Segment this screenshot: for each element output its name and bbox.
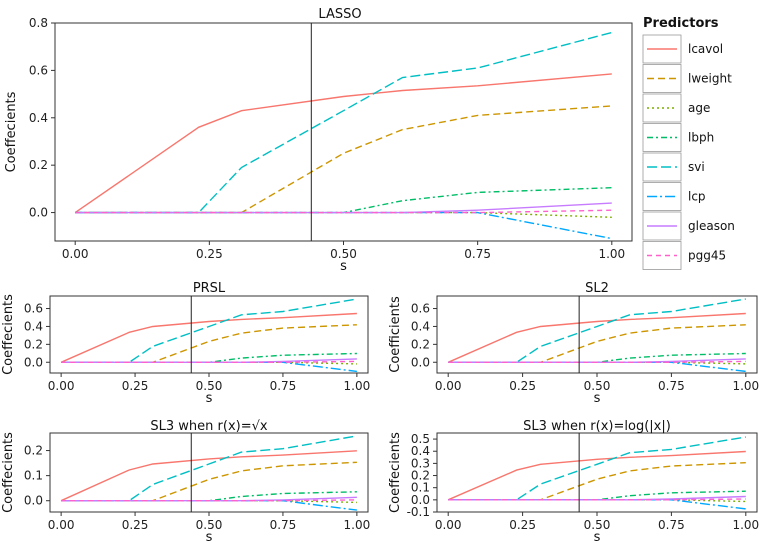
legend-label-lweight: lweight (688, 72, 732, 86)
legend-label-lcp: lcp (688, 190, 706, 204)
y-tick-label: 0.0 (29, 206, 48, 220)
y-tick-label: 0.1 (24, 469, 43, 483)
panel-title: SL2 (585, 281, 609, 296)
y-tick-label: 0.6 (411, 302, 430, 316)
y-tick-label: 0.4 (29, 111, 48, 125)
x-tick-label: 1.00 (598, 247, 625, 261)
legend: Predictors lcavol lweight age lbph svi lcp glea… (642, 16, 735, 270)
series-line-lcavol (74, 73, 612, 214)
y-tick-label: 0.0 (411, 493, 430, 507)
y-tick-label: 0.0 (24, 355, 43, 369)
series-line-svi (448, 298, 746, 363)
y-tick-label: 0.1 (411, 481, 430, 495)
chart-panel-4: SL3 when r(x)=log(|x|) 0.00 0.25 0.50 0.75 1.… (388, 419, 759, 545)
x-tick-label: 0.75 (270, 518, 297, 532)
x-tick-label: 0.50 (330, 247, 357, 261)
x-axis-label: s (594, 530, 601, 545)
series-line-pgg45 (61, 499, 357, 502)
y-tick-label: 0.0 (411, 355, 430, 369)
legend-label-age: age (688, 101, 710, 115)
y-tick-label: 0.4 (411, 319, 430, 333)
x-tick-label: 0.00 (62, 247, 89, 261)
legend-label-lbph: lbph (688, 131, 714, 145)
x-tick-label: 0.50 (584, 379, 611, 393)
y-tick-label: 0.4 (24, 319, 43, 333)
y-axis-label: Coeffecients (1, 432, 16, 513)
y-tick-label: 0.6 (24, 302, 43, 316)
x-axis-label: s (206, 530, 213, 545)
panel-border (49, 295, 369, 374)
series-line-pgg45 (61, 360, 357, 363)
x-tick-label: 1.00 (344, 379, 371, 393)
series-line-svi (61, 298, 358, 363)
legend-title: Predictors (643, 16, 719, 31)
series-line-lcavol (447, 450, 746, 501)
x-tick-label: 0.75 (464, 247, 491, 261)
series-line-lcp (75, 211, 612, 240)
x-tick-label: 1.00 (344, 518, 371, 532)
series-line-lcavol (60, 450, 357, 502)
x-tick-label: 0.00 (48, 518, 75, 532)
x-tick-label: 0.00 (435, 379, 462, 393)
x-tick-label: 0.75 (270, 379, 297, 393)
y-tick-label: 0.0 (24, 494, 43, 508)
y-axis-label: Coeffecients (388, 432, 403, 513)
x-tick-label: 0.50 (196, 379, 223, 393)
y-tick-label: 0.6 (29, 63, 48, 77)
x-tick-label: 0.25 (509, 379, 536, 393)
y-tick-label: -0.1 (407, 505, 430, 519)
x-tick-label: 1.00 (732, 379, 759, 393)
panel-border (54, 22, 633, 242)
y-tick-label: 0.2 (411, 469, 430, 483)
series-line-svi (61, 435, 358, 502)
y-tick-label: 0.4 (411, 444, 430, 458)
chart-panel-3: SL3 when r(x)=√x 0.00 0.25 0.50 0.75 1.00 0.0 0… (1, 419, 370, 545)
chart-panel-2: SL2 0.00 0.25 0.50 0.75 1.00 0.0 0.2 0.4 0.6 s Coef… (388, 281, 759, 406)
series-line-lcavol (447, 312, 746, 363)
y-tick-label: 0.2 (29, 158, 48, 172)
panel-title: PRSL (193, 281, 226, 296)
x-tick-label: 0.50 (196, 518, 223, 532)
series-line-pgg45 (448, 360, 746, 363)
x-axis-label: s (594, 391, 601, 406)
x-tick-label: 0.25 (122, 518, 149, 532)
y-tick-label: 0.5 (411, 432, 430, 446)
panel-title: SL3 when r(x)=√x (150, 419, 267, 434)
series-line-gleason (75, 202, 612, 214)
y-axis-label: Coeffecients (4, 91, 19, 172)
y-tick-label: 0.8 (29, 16, 48, 30)
y-tick-label: 0.2 (24, 444, 43, 458)
y-tick-label: 0.3 (411, 456, 430, 470)
y-tick-label: 0.2 (24, 337, 43, 351)
y-axis-label: Coefficients (388, 296, 403, 373)
y-axis-label: Coeffecients (1, 294, 16, 375)
x-tick-label: 1.00 (732, 518, 759, 532)
x-tick-label: 0.25 (509, 518, 536, 532)
x-tick-label: 0.50 (584, 518, 611, 532)
legend-label-lcavol: lcavol (688, 42, 723, 56)
chart-panel-0: LASSO 0.00 0.25 0.50 0.75 1.00 0.0 0.2 0.4 0.6 0.8… (4, 7, 633, 274)
legend-label-gleason: gleason (688, 219, 735, 233)
series-line-svi (448, 436, 746, 501)
panel-title: LASSO (318, 7, 361, 22)
panel-border (436, 295, 758, 374)
x-tick-label: 0.00 (48, 379, 75, 393)
x-tick-label: 0.75 (658, 518, 685, 532)
x-tick-label: 0.75 (658, 379, 685, 393)
y-tick-label: 0.2 (411, 337, 430, 351)
x-axis-label: s (340, 259, 347, 274)
chart-panel-1: PRSL 0.00 0.25 0.50 0.75 1.00 0.0 0.2 0.4 0.6 s Coe… (1, 281, 370, 406)
x-tick-label: 0.25 (196, 247, 223, 261)
series-line-pgg45 (448, 498, 746, 501)
x-axis-label: s (206, 391, 213, 406)
panel-title: SL3 when r(x)=log(|x|) (523, 419, 671, 434)
legend-label-pgg45: pgg45 (688, 249, 726, 263)
series-line-lcavol (60, 312, 357, 363)
series-line-svi (75, 31, 612, 214)
x-tick-label: 0.00 (435, 518, 462, 532)
x-tick-label: 0.25 (122, 379, 149, 393)
legend-label-svi: svi (688, 160, 705, 174)
